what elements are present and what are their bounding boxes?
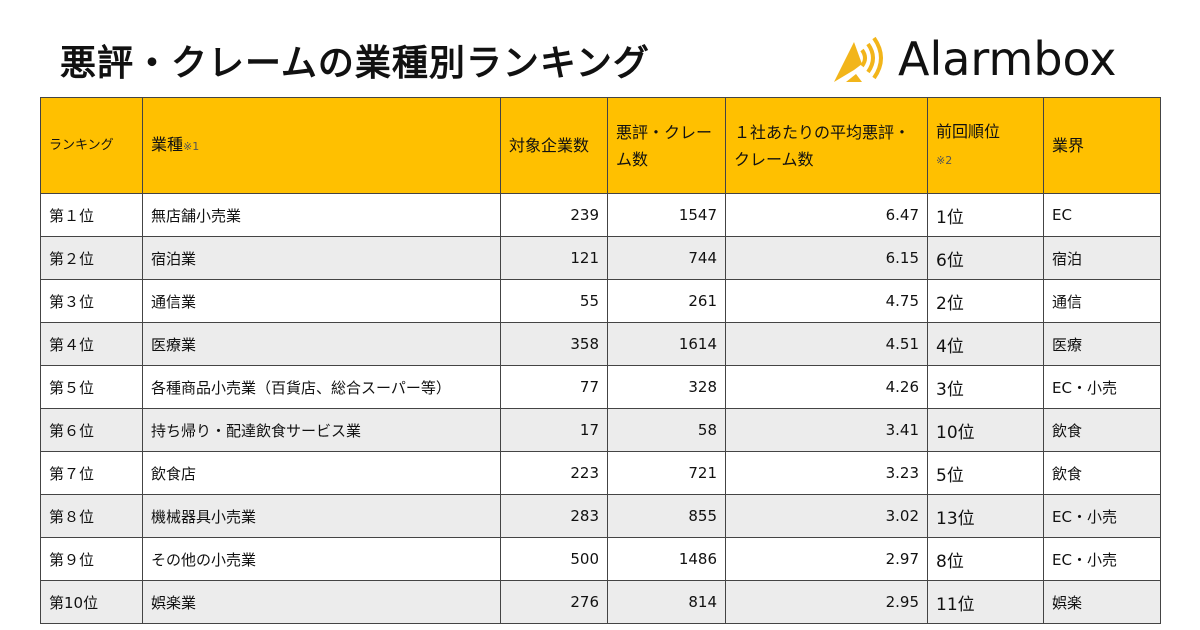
cell-sector: 宿泊 [1043, 236, 1161, 280]
cell-average: 4.26 [725, 365, 928, 409]
cell-industry: 医療業 [142, 322, 501, 366]
table-row: 第２位 宿泊業 121 744 6.15 6位 宿泊 [40, 236, 1161, 280]
cell-complaints: 261 [607, 279, 726, 323]
alarm-signal-icon [834, 36, 883, 82]
cell-average: 3.02 [725, 494, 928, 538]
cell-rank: 第５位 [40, 365, 143, 409]
table-row: 第10位 娯楽業 276 814 2.95 11位 娯楽 [40, 580, 1161, 624]
cell-industry: 機械器具小売業 [142, 494, 501, 538]
logo: Alarmbox [832, 32, 1117, 86]
cell-complaints: 58 [607, 408, 726, 452]
cell-rank: 第６位 [40, 408, 143, 452]
cell-prev: 13位 [927, 494, 1044, 538]
cell-complaints: 744 [607, 236, 726, 280]
cell-industry: 飲食店 [142, 451, 501, 495]
cell-average: 2.97 [725, 537, 928, 581]
header-sector: 業界 [1043, 97, 1161, 194]
cell-average: 4.51 [725, 322, 928, 366]
cell-rank: 第10位 [40, 580, 143, 624]
cell-complaints: 814 [607, 580, 726, 624]
cell-sector: EC [1043, 193, 1161, 237]
cell-sector: 通信 [1043, 279, 1161, 323]
cell-companies: 121 [500, 236, 608, 280]
cell-complaints: 328 [607, 365, 726, 409]
cell-average: 2.95 [725, 580, 928, 624]
table-row: 第９位 その他の小売業 500 1486 2.97 8位 EC・小売 [40, 537, 1161, 581]
cell-companies: 55 [500, 279, 608, 323]
cell-prev: 2位 [927, 279, 1044, 323]
cell-industry: その他の小売業 [142, 537, 501, 581]
cell-complaints: 855 [607, 494, 726, 538]
cell-industry: 持ち帰り・配達飲食サービス業 [142, 408, 501, 452]
cell-companies: 17 [500, 408, 608, 452]
table-row: 第１位 無店舗小売業 239 1547 6.47 1位 EC [40, 193, 1161, 237]
cell-complaints: 1486 [607, 537, 726, 581]
table-row: 第８位 機械器具小売業 283 855 3.02 13位 EC・小売 [40, 494, 1161, 538]
cell-rank: 第２位 [40, 236, 143, 280]
cell-average: 4.75 [725, 279, 928, 323]
cell-companies: 283 [500, 494, 608, 538]
cell-sector: 飲食 [1043, 451, 1161, 495]
cell-complaints: 1547 [607, 193, 726, 237]
cell-companies: 77 [500, 365, 608, 409]
header-companies: 対象企業数 [500, 97, 608, 194]
cell-average: 3.23 [725, 451, 928, 495]
cell-prev: 4位 [927, 322, 1044, 366]
cell-rank: 第４位 [40, 322, 143, 366]
cell-companies: 223 [500, 451, 608, 495]
cell-companies: 500 [500, 537, 608, 581]
cell-sector: EC・小売 [1043, 537, 1161, 581]
table-row: 第６位 持ち帰り・配達飲食サービス業 17 58 3.41 10位 飲食 [40, 408, 1161, 452]
table-row: 第４位 医療業 358 1614 4.51 4位 医療 [40, 322, 1161, 366]
cell-prev: 8位 [927, 537, 1044, 581]
cell-companies: 239 [500, 193, 608, 237]
cell-prev: 6位 [927, 236, 1044, 280]
cell-prev: 11位 [927, 580, 1044, 624]
cell-industry: 宿泊業 [142, 236, 501, 280]
page-title: 悪評・クレームの業種別ランキング [60, 43, 650, 84]
cell-average: 3.41 [725, 408, 928, 452]
cell-average: 6.15 [725, 236, 928, 280]
table-row: 第５位 各種商品小売業（百貨店、総合スーパー等） 77 328 4.26 3位 EC・小売 [40, 365, 1161, 409]
cell-rank: 第３位 [40, 279, 143, 323]
cell-rank: 第７位 [40, 451, 143, 495]
table-header: ランキング 業種※1 対象企業数 悪評・クレーム数 １社あたりの平均悪評・クレー… [40, 97, 1161, 194]
cell-industry: 無店舗小売業 [142, 193, 501, 237]
cell-companies: 358 [500, 322, 608, 366]
header-rank: ランキング [40, 97, 143, 194]
cell-sector: 娯楽 [1043, 580, 1161, 624]
cell-prev: 1位 [927, 193, 1044, 237]
cell-companies: 276 [500, 580, 608, 624]
header-complaints: 悪評・クレーム数 [607, 97, 726, 194]
table-row: 第３位 通信業 55 261 4.75 2位 通信 [40, 279, 1161, 323]
cell-sector: 飲食 [1043, 408, 1161, 452]
cell-rank: 第８位 [40, 494, 143, 538]
cell-average: 6.47 [725, 193, 928, 237]
header-industry: 業種※1 [142, 97, 501, 194]
cell-prev: 5位 [927, 451, 1044, 495]
cell-sector: EC・小売 [1043, 365, 1161, 409]
cell-sector: EC・小売 [1043, 494, 1161, 538]
cell-industry: 娯楽業 [142, 580, 501, 624]
cell-complaints: 1614 [607, 322, 726, 366]
table-row: 第７位 飲食店 223 721 3.23 5位 飲食 [40, 451, 1161, 495]
cell-rank: 第９位 [40, 537, 143, 581]
logo-text: Alarmbox [898, 32, 1117, 86]
cell-prev: 3位 [927, 365, 1044, 409]
cell-rank: 第１位 [40, 193, 143, 237]
cell-industry: 通信業 [142, 279, 501, 323]
cell-sector: 医療 [1043, 322, 1161, 366]
header-prev: 前回順位 ※2 [927, 97, 1044, 194]
cell-complaints: 721 [607, 451, 726, 495]
ranking-table: ランキング 業種※1 対象企業数 悪評・クレーム数 １社あたりの平均悪評・クレー… [40, 97, 1161, 624]
cell-prev: 10位 [927, 408, 1044, 452]
header-average: １社あたりの平均悪評・クレーム数 [725, 97, 928, 194]
cell-industry: 各種商品小売業（百貨店、総合スーパー等） [142, 365, 501, 409]
